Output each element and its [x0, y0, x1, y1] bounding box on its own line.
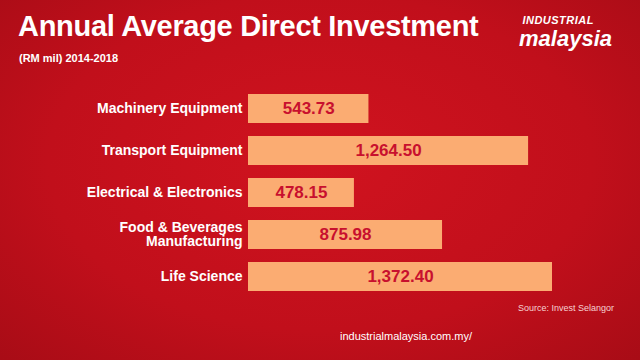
html-text:(RM mil) 2014-2018: (RM mil) 2014-2018	[19, 52, 118, 64]
html-text:Source: Invest Selangor: Source: Invest Selangor	[517, 303, 614, 313]
svg-text:Electrical & Electronics: Electrical & Electronics	[87, 184, 243, 200]
svg-text:543.73: 543.73	[283, 99, 335, 118]
html-text:malaysia: malaysia	[519, 26, 612, 51]
svg-text:Transport Equipment: Transport Equipment	[102, 142, 243, 158]
html-text:industrialmalaysia.com.my/: industrialmalaysia.com.my/	[340, 330, 472, 342]
svg-text:478.15: 478.15	[275, 183, 327, 202]
html-text:Annual Average Direct Investme: Annual Average Direct Investment	[18, 10, 479, 42]
svg-text:Food & BeveragesManufacturing: Food & BeveragesManufacturing	[120, 219, 243, 249]
svg-text:Life Science: Life Science	[161, 268, 243, 284]
svg-text:875.98: 875.98	[320, 225, 372, 244]
svg-text:Machinery Equipment: Machinery Equipment	[97, 100, 243, 116]
svg-text:1,264.50: 1,264.50	[355, 141, 421, 160]
svg-text:1,372.40: 1,372.40	[367, 267, 433, 286]
html-text:INDUSTRIAL: INDUSTRIAL	[522, 14, 594, 26]
